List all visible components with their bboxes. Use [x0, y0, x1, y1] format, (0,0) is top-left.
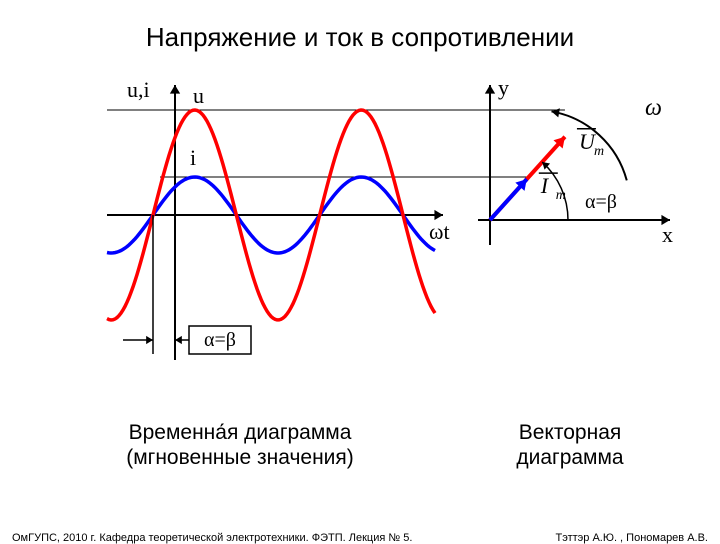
svg-text:x: x	[662, 222, 673, 247]
svg-text:ωt: ωt	[429, 219, 450, 244]
caption-line: диаграмма	[516, 446, 623, 469]
caption-line: Векторная	[519, 421, 622, 444]
slide-title: Напряжение и ток в сопротивлении	[0, 0, 720, 53]
vector-diagram: yxωUmImα=β	[450, 70, 700, 400]
svg-text:u,i: u,i	[127, 77, 150, 102]
footer-right: Тэттэр А.Ю. , Пономарев А.В.	[555, 532, 708, 544]
svg-text:α=β: α=β	[204, 329, 236, 351]
vector-diagram-caption: Векторная диаграмма	[475, 420, 665, 470]
svg-text:y: y	[498, 75, 509, 100]
svg-text:ω: ω	[645, 95, 662, 121]
svg-text:i: i	[190, 145, 196, 170]
caption-line: (мгновенные значения)	[126, 446, 354, 469]
caption-line: Временна́я диаграмма	[129, 421, 352, 444]
footer-left: ОмГУПС, 2010 г. Кафедра теоретической эл…	[12, 532, 412, 544]
svg-text:I: I	[540, 173, 550, 198]
svg-text:α=β: α=β	[585, 191, 617, 213]
svg-text:m: m	[594, 144, 604, 159]
svg-text:u: u	[193, 83, 204, 108]
time-diagram: u,i ωt u i α=β	[50, 70, 470, 400]
time-diagram-caption: Временна́я диаграмма (мгновенные значени…	[80, 420, 400, 470]
